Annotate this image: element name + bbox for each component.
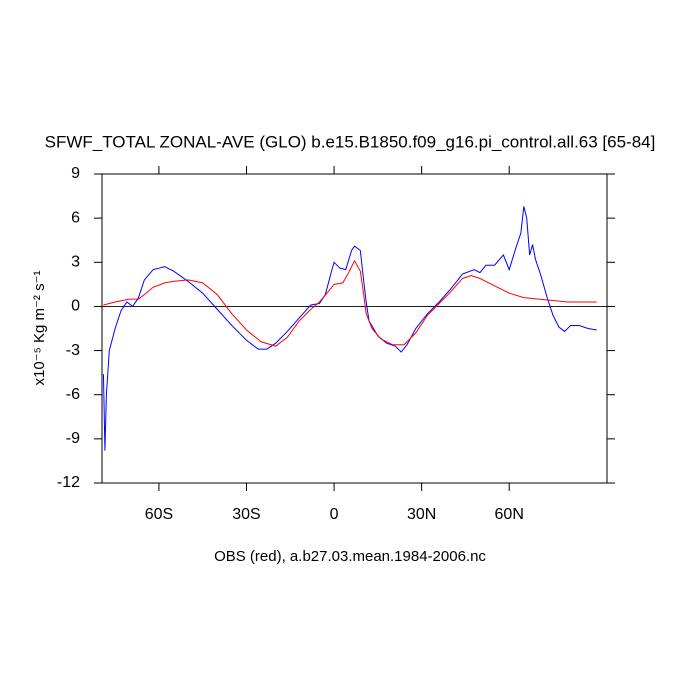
y-tick-label: 0 — [71, 298, 80, 315]
chart-title: SFWF_TOTAL ZONAL-AVE (GLO) b.e15.B1850.f… — [45, 132, 656, 151]
y-tick-label: -9 — [66, 430, 80, 447]
y-tick-label: 6 — [71, 209, 80, 226]
y-tick-label: 3 — [71, 254, 80, 271]
y-axis-label: x10⁻⁵ Kg m⁻² s⁻¹ — [31, 271, 48, 386]
x-axis-label: OBS (red), a.b27.03.mean.1984-2006.nc — [214, 548, 486, 565]
x-tick-label: 60N — [495, 506, 524, 523]
y-tick-label: -12 — [57, 474, 80, 491]
series-line — [102, 206, 597, 451]
y-tick-label: -3 — [66, 342, 80, 359]
plot-frame — [101, 173, 608, 484]
x-tick-label: 0 — [330, 506, 339, 523]
series-line — [103, 259, 597, 347]
x-tick-label: 30S — [232, 506, 260, 523]
y-tick-label: 9 — [71, 165, 80, 182]
x-tick-label: 30N — [407, 506, 436, 523]
y-tick-label: -6 — [66, 386, 80, 403]
x-tick-label: 60S — [145, 506, 173, 523]
